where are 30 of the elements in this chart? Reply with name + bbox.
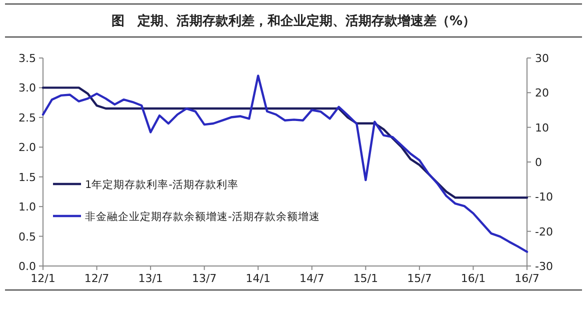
x-tick-label: 12/1 [30, 272, 56, 285]
y2-tick-label: -20 [535, 225, 553, 238]
y2-tick-label: 30 [535, 52, 549, 65]
legend-label: 1年定期存款利率-活期存款利率 [85, 178, 238, 191]
legend-label: 非金融企业定期存款余额增速-活期存款余额增速 [85, 210, 320, 223]
x-tick-label: 16/1 [460, 272, 486, 285]
x-tick-label: 16/7 [514, 272, 540, 285]
y2-tick-label: 20 [535, 86, 549, 100]
y-tick-label: 2.5 [18, 111, 36, 124]
y-tick-label: 1.5 [18, 170, 36, 184]
chart-title: 图 定期、活期存款利差，和企业定期、活期存款增速差（%） [111, 13, 476, 29]
x-tick-label: 13/1 [138, 272, 163, 285]
x-tick-label: 15/1 [353, 272, 378, 285]
y-tick-label: 0.5 [18, 230, 36, 244]
x-tick-label: 15/7 [407, 272, 432, 285]
line-series [42, 74, 528, 253]
x-tick-label: 14/7 [300, 272, 324, 285]
y2-tick-label: -10 [535, 190, 553, 204]
y-tick-label: 0.0 [18, 260, 36, 273]
x-tick-label: 13/7 [192, 272, 217, 285]
x-tick-label: 12/7 [84, 272, 110, 285]
x-tick-label: 14/1 [246, 272, 270, 285]
y2-tick-label: 10 [535, 121, 549, 134]
y-tick-label: 1.0 [18, 200, 36, 214]
y-tick-label: 2.0 [18, 141, 36, 154]
y2-tick-label: -30 [535, 260, 553, 273]
line-series [42, 86, 528, 199]
y-tick-label: 3.0 [18, 82, 36, 95]
y2-tick-label: 0 [535, 156, 542, 169]
y-tick-label: 3.5 [18, 52, 36, 65]
